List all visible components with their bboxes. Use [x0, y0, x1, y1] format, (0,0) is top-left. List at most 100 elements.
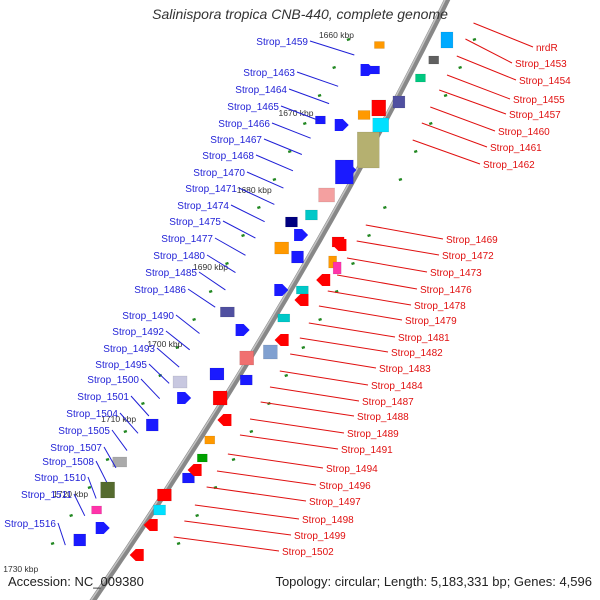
gene-feature [428, 55, 439, 65]
gene-arrow [129, 549, 144, 561]
left-gene-label: Strop_1493 [103, 344, 155, 355]
left-gene-label: Strop_1495 [95, 360, 147, 371]
gene-feature [415, 73, 426, 83]
kbp-tick-label: 1690 kbp [193, 262, 228, 272]
gene-label-leader [156, 347, 180, 368]
left-gene-label: Strop_1507 [50, 443, 102, 454]
scale-tick [382, 205, 387, 210]
gene-label-leader [288, 88, 330, 105]
gene-arrow [143, 519, 158, 531]
scale-tick [398, 177, 403, 182]
left-gene-label: Strop_1510 [34, 473, 86, 484]
gene-feature [318, 187, 335, 203]
gene-label-leader [280, 105, 321, 122]
gene-label-leader [309, 40, 355, 56]
accession-text: Accession: NC_009380 [8, 574, 144, 589]
scale-tick [175, 345, 180, 350]
left-gene-label: Strop_1485 [145, 268, 197, 279]
gene-label-leader [206, 486, 307, 502]
gene-feature [291, 250, 304, 264]
gene-label-leader [260, 401, 355, 417]
gene-feature [305, 209, 318, 221]
gene-label-leader [87, 476, 97, 499]
right-gene-label: Strop_1488 [357, 412, 409, 423]
gene-label-leader [337, 274, 418, 290]
gene-feature [296, 285, 309, 295]
right-gene-label: Strop_1502 [282, 547, 334, 558]
gene-feature [172, 375, 188, 389]
right-gene-label: Strop_1460 [498, 127, 550, 138]
left-gene-label: Strop_1464 [235, 85, 287, 96]
scale-tick [317, 93, 322, 98]
gene-feature [315, 115, 326, 125]
kbp-tick-label: 1720 kbp [53, 489, 88, 499]
gene-label-leader [238, 187, 275, 205]
left-gene-label: Strop_1480 [153, 251, 205, 262]
scale-tick [208, 289, 213, 294]
gene-arrow [177, 392, 192, 404]
gene-label-leader [473, 22, 534, 48]
gene-label-leader [255, 154, 294, 172]
scale-tick [249, 429, 254, 434]
left-gene-label: Strop_1467 [210, 135, 262, 146]
gene-label-leader [187, 288, 216, 308]
left-gene-label: Strop_1474 [177, 201, 229, 212]
left-gene-label: Strop_1470 [193, 168, 245, 179]
right-gene-label: Strop_1482 [391, 348, 443, 359]
gene-label-leader [140, 378, 161, 400]
gene-label-leader [230, 204, 265, 223]
gene-label-leader [184, 520, 292, 536]
scale-tick [241, 233, 245, 238]
gene-label-leader [421, 122, 488, 148]
right-gene-label: Strop_1499 [294, 531, 346, 542]
kbp-tick-label: 1700 kbp [147, 339, 182, 349]
scale-tick [50, 541, 55, 546]
kbp-tick-label: 1680 kbp [237, 185, 272, 195]
gene-feature [274, 241, 289, 255]
left-gene-label: Strop_1492 [112, 327, 164, 338]
right-gene-label: Strop_1481 [398, 333, 450, 344]
right-gene-label: nrdR [536, 43, 558, 54]
left-gene-label: Strop_1477 [161, 234, 213, 245]
gene-feature [285, 216, 298, 228]
gene-label-leader [239, 434, 339, 450]
gene-label-leader [214, 237, 246, 256]
scale-tick [123, 429, 128, 434]
gene-label-leader [103, 446, 117, 469]
right-gene-label: Strop_1454 [519, 76, 571, 87]
left-gene-label: Strop_1471 [185, 184, 237, 195]
left-gene-label: Strop_1463 [243, 68, 295, 79]
gene-feature [440, 31, 454, 49]
gene-label-leader [430, 106, 496, 132]
left-gene-label: Strop_1459 [256, 37, 308, 48]
left-gene-label: Strop_1490 [122, 311, 174, 322]
scale-tick [225, 261, 229, 266]
gene-arrow [294, 229, 309, 241]
gene-feature [157, 488, 172, 502]
scale-tick [231, 457, 236, 462]
scale-tick [443, 93, 448, 98]
scale-tick [176, 541, 181, 546]
right-gene-label: Strop_1494 [326, 464, 378, 475]
gene-feature [146, 418, 159, 432]
gene-feature [239, 350, 254, 366]
scale-tick [284, 373, 289, 378]
kbp-tick-label: 1710 kbp [101, 414, 136, 424]
right-gene-label: Strop_1453 [515, 59, 567, 70]
gene-label-leader [365, 224, 444, 240]
scale-tick [87, 485, 92, 490]
right-gene-label: Strop_1496 [319, 481, 371, 492]
genome-summary-text: Topology: circular; Length: 5,183,331 bp… [275, 574, 592, 589]
gene-arrow [360, 64, 375, 76]
left-gene-label: Strop_1475 [169, 217, 221, 228]
kbp-tick-label: 1670 kbp [279, 108, 314, 118]
gene-label-leader [271, 122, 311, 139]
right-gene-label: Strop_1484 [371, 381, 423, 392]
gene-label-leader [296, 71, 339, 87]
gene-arrow [332, 239, 347, 251]
gene-arrow [274, 334, 289, 346]
left-gene-label: Strop_1500 [87, 375, 139, 386]
right-gene-label: Strop_1457 [509, 110, 561, 121]
gene-label-leader [290, 353, 377, 369]
gene-arrow [274, 284, 289, 296]
